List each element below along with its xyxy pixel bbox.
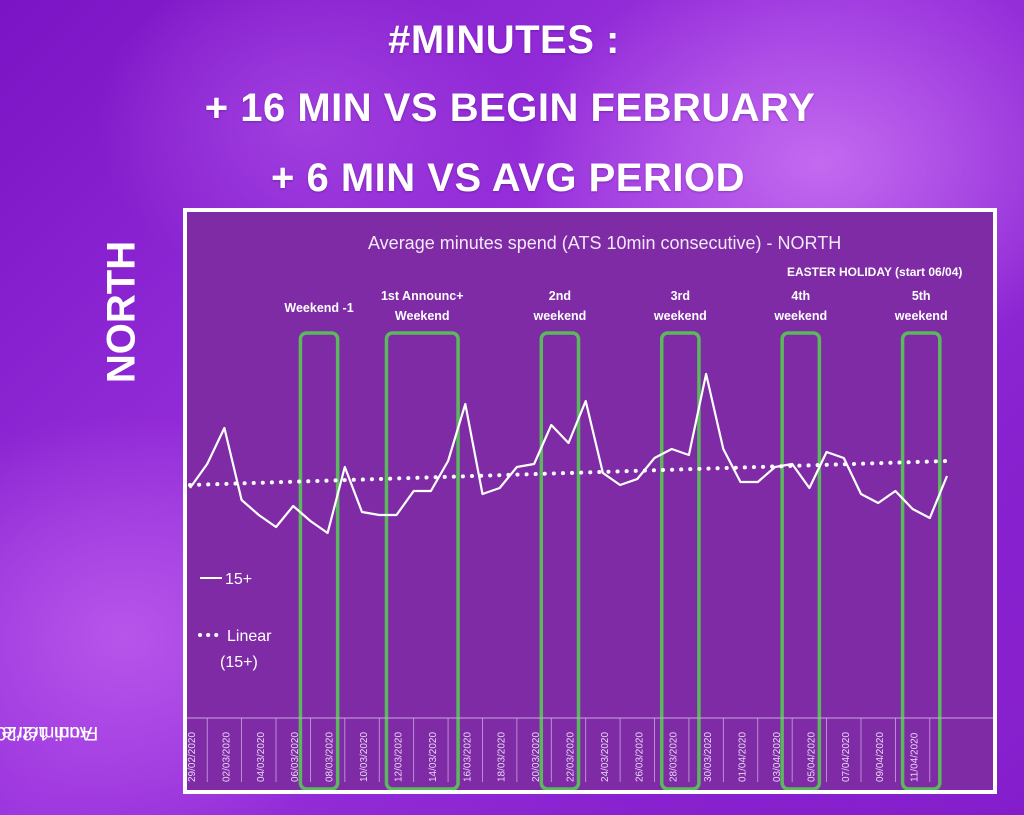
x-tick-label: 10/03/2020 xyxy=(359,732,370,782)
annotation-box-3 xyxy=(539,331,581,790)
annotation-box-4 xyxy=(659,331,701,790)
headline-line-2: + 16 MIN VS BEGIN FEBRUARY xyxy=(204,86,816,130)
x-tick-label: 06/03/2020 xyxy=(290,732,301,782)
region-label-text: NORTH xyxy=(99,240,144,384)
annotation-label-6-line-2: weekend xyxy=(894,309,948,323)
x-tick-label: 30/03/2020 xyxy=(703,732,714,782)
headline-line-3: + 6 MIN VS AVG PERIOD xyxy=(271,156,745,200)
headline-line-1: #MINUTES : xyxy=(388,18,620,62)
line-chart: 29/02/2020 02/03/2020 04/03/2020 06/03/2020… xyxy=(187,233,993,790)
annotation-label-3-line-2: weekend xyxy=(532,309,586,323)
annotation-label-4-line-1: 3rd xyxy=(671,289,690,303)
annotation-box-1 xyxy=(298,331,340,790)
x-tick-label: 20/03/2020 xyxy=(531,732,542,782)
x-tick-label: 05/04/2020 xyxy=(806,732,817,782)
x-tick-label: 29/02/2020 xyxy=(187,732,198,782)
x-tick-label: 11/04/2020 xyxy=(910,732,921,782)
annotation-label-5-line-2: weekend xyxy=(773,309,827,323)
x-tick-label: 04/03/2020 xyxy=(256,732,267,782)
trend-line-linear-15plus xyxy=(188,459,949,487)
easter-holiday-note: EASTER HOLIDAY (start 06/04) xyxy=(787,265,962,279)
x-tick-label: 14/03/2020 xyxy=(428,732,439,782)
annotation-box-2 xyxy=(384,331,460,790)
annotation-label-2-line-2: Weekend xyxy=(395,309,450,323)
annotation-label-6-line-1: 5th xyxy=(912,289,931,303)
series-line-15plus xyxy=(189,372,949,535)
annotation-box-6 xyxy=(900,331,942,790)
x-tick-label: 01/04/2020 xyxy=(738,732,749,782)
x-tick-label: 09/04/2020 xyxy=(875,732,886,782)
annotation-label-2-line-1: 1st Announc+ xyxy=(381,289,464,303)
x-tick-label: 07/04/2020 xyxy=(841,732,852,782)
legend-label-linear-line-1: Linear xyxy=(227,628,272,645)
x-tick-label: 08/03/2020 xyxy=(325,732,336,782)
x-tick-label: 24/03/2020 xyxy=(600,732,611,782)
chart-frame: 29/02/2020 02/03/2020 04/03/2020 06/03/2020… xyxy=(183,208,997,794)
chart-title: Average minutes spend (ATS 10min consecu… xyxy=(368,233,841,253)
x-tick-label: 22/03/2020 xyxy=(566,732,577,782)
legend-label-linear-line-2: (15+) xyxy=(220,654,258,671)
annotation-label-3-line-1: 2nd xyxy=(549,289,571,303)
x-tick-label: 03/04/2020 xyxy=(772,732,783,782)
annotation-box-5 xyxy=(780,331,822,790)
x-tick-label: 28/03/2020 xyxy=(669,732,680,782)
annotation-label-5-line-1: 4th xyxy=(791,289,810,303)
source-note-line-2: Audimetrie xyxy=(1,722,93,743)
legend-label-15plus: 15+ xyxy=(225,571,252,588)
x-tick-label: 12/03/2020 xyxy=(393,732,404,782)
x-tick-label: 26/03/2020 xyxy=(634,732,645,782)
annotation-label-1-line-1: Weekend -1 xyxy=(284,301,353,315)
x-tick-label: 02/03/2020 xyxy=(221,732,232,782)
x-tick-label: 16/03/2020 xyxy=(462,732,473,782)
x-tick-label: 18/03/2020 xyxy=(497,732,508,782)
annotation-label-4-line-2: weekend xyxy=(653,309,707,323)
